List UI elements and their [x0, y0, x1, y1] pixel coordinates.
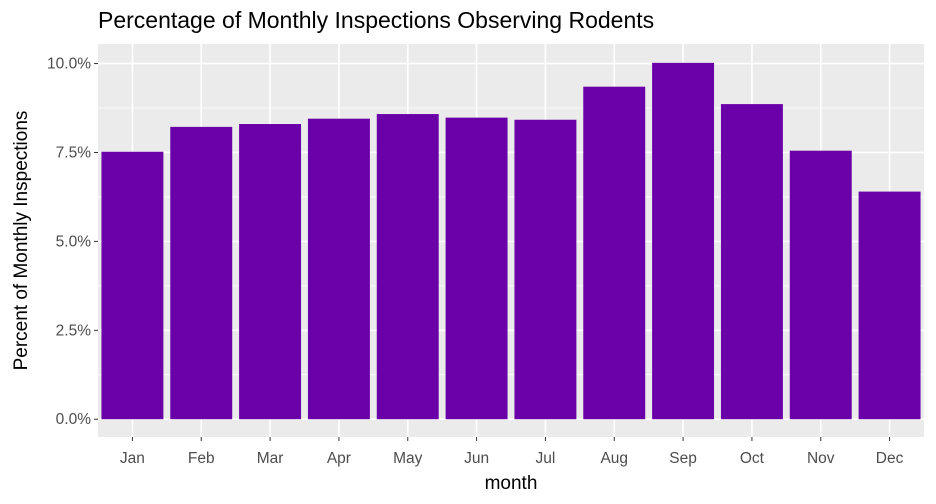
x-tick-label: Mar [257, 450, 284, 467]
y-tick-label: 0.0% [56, 411, 92, 428]
x-tick-label: Jul [536, 450, 556, 467]
y-axis-title: Percent of Monthly Inspections [11, 111, 32, 371]
bar-oct [720, 104, 783, 420]
x-tick-label: Sep [669, 450, 697, 467]
x-tick-label: Oct [740, 450, 765, 467]
bars [101, 62, 921, 420]
bar-may [376, 114, 439, 420]
y-tick-label: 5.0% [56, 233, 92, 250]
bar-mar [239, 124, 302, 420]
x-tick-label: Aug [600, 450, 628, 467]
x-tick-label: Nov [807, 450, 835, 467]
x-axis-title: month [485, 473, 538, 494]
y-axis: 0.0% 2.5% 5.0% 7.5% 10.0% [47, 56, 98, 428]
bar-feb [170, 126, 233, 420]
x-tick-label: May [393, 450, 423, 467]
y-tick-label: 10.0% [47, 56, 91, 73]
bar-nov [789, 150, 852, 420]
x-tick-label: Jun [464, 450, 489, 467]
bar-dec [858, 191, 921, 420]
bar-aug [583, 86, 646, 420]
x-axis: Jan Feb Mar Apr May Jun Jul Aug Sep Oct Nov Dec [120, 437, 904, 467]
y-tick-label: 7.5% [56, 144, 92, 161]
x-tick-label: Dec [876, 450, 904, 467]
x-tick-label: Jan [120, 450, 145, 467]
plot-panel [98, 44, 924, 437]
x-tick-label: Feb [188, 450, 215, 467]
minor-gridlines [98, 107, 924, 376]
chart-title: Percentage of Monthly Inspections Observ… [98, 7, 655, 33]
bar-sep [652, 62, 715, 420]
x-tick-label: Apr [327, 450, 351, 467]
y-tick-label: 2.5% [56, 322, 92, 339]
bar-apr [307, 118, 370, 420]
bar-jan [101, 151, 164, 420]
bar-jun [445, 117, 508, 420]
bar-jul [514, 119, 577, 420]
